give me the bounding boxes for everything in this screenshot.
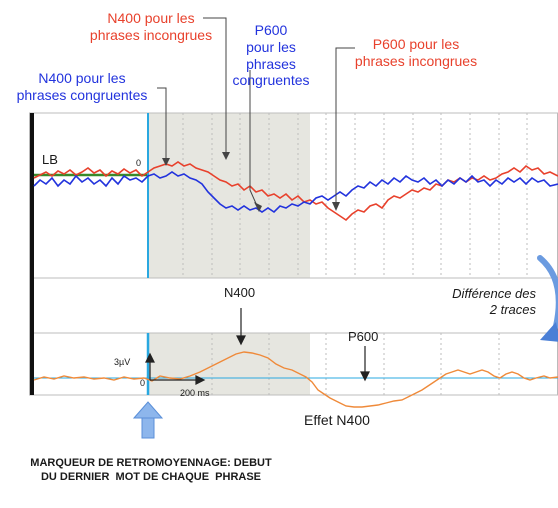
congruent-trace (33, 171, 558, 214)
left-axis-bar (30, 113, 34, 395)
bottom-arrows (145, 308, 370, 385)
lb-label: LB (42, 152, 58, 167)
marker-caption: MARQUEUR DE RETROMOYENNAGE: DEBUT DU DER… (30, 457, 272, 484)
time-scale-label: 200 ms (180, 388, 210, 398)
difference-trace (33, 351, 558, 408)
curved-arrow (537, 255, 558, 342)
n400-congruent-label: N400 pour les phrases congruentes (16, 70, 148, 103)
n400-incongruent-label: N400 pour les phrases incongrues (89, 10, 213, 43)
effet-n400-label: Effet N400 (304, 412, 370, 428)
n400-window-bottom (148, 333, 310, 395)
grid (30, 112, 558, 396)
difference-label: Différence des 2 traces (452, 286, 536, 317)
p600-label: P600 (348, 329, 379, 344)
zero-label-top: 0 (136, 158, 142, 168)
p600-incongruent-label: P600 pour les phrases incongrues (354, 36, 478, 69)
onset-up-arrow (132, 401, 164, 439)
amplitude-label: 3µV (114, 357, 131, 367)
n400-window-top (148, 113, 310, 278)
p600-congruent-label: P600 pour les phrases congruentes (232, 22, 310, 89)
n400-label: N400 (224, 285, 256, 300)
callout-lines (157, 17, 355, 209)
callout-arrowheads (162, 152, 340, 212)
zero-label-bottom: 0 (140, 378, 146, 388)
